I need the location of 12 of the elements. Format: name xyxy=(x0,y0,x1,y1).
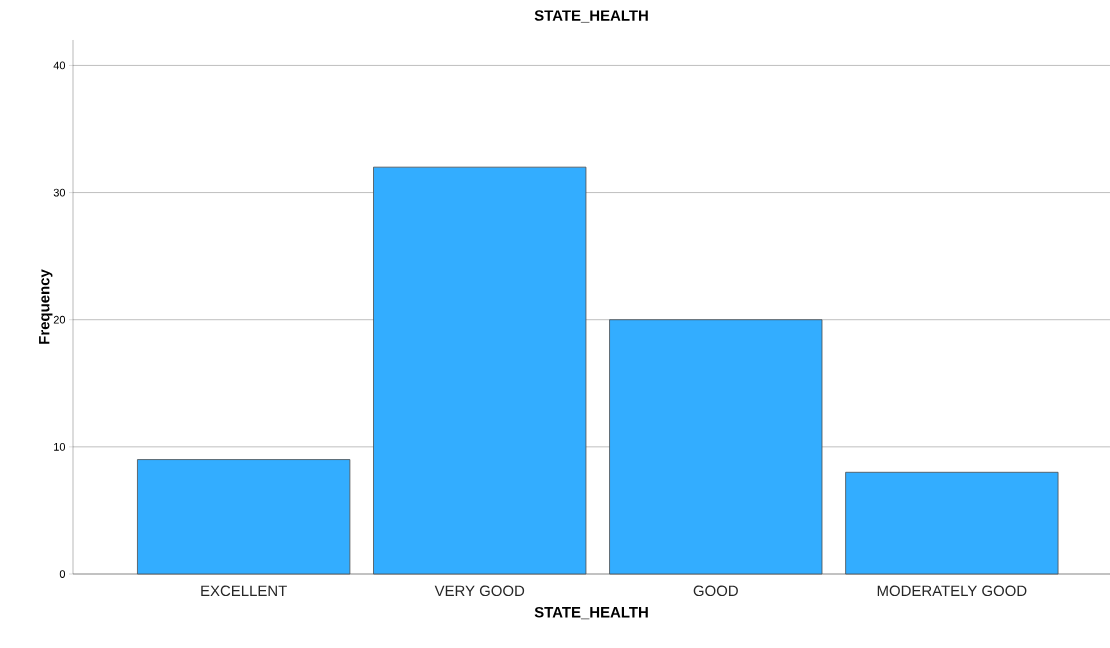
y-axis-title: Frequency xyxy=(39,269,53,344)
y-tick-label: 10 xyxy=(54,442,66,451)
y-tick-label: 20 xyxy=(53,315,66,324)
x-tick-label: EXCELLENT xyxy=(201,585,287,597)
y-tick-label: 0 xyxy=(59,570,66,578)
x-axis-title: STATE_HEALTH xyxy=(534,606,648,620)
y-tick-label: 40 xyxy=(53,61,66,70)
x-tick-label: MODERATELY GOOD xyxy=(877,585,1027,597)
y-tick-label: 30 xyxy=(53,188,66,197)
x-tick-label: GOOD xyxy=(693,585,738,597)
chart-title: STATE_HEALTH xyxy=(534,10,648,23)
x-tick-label: VERY GOOD xyxy=(434,585,525,597)
